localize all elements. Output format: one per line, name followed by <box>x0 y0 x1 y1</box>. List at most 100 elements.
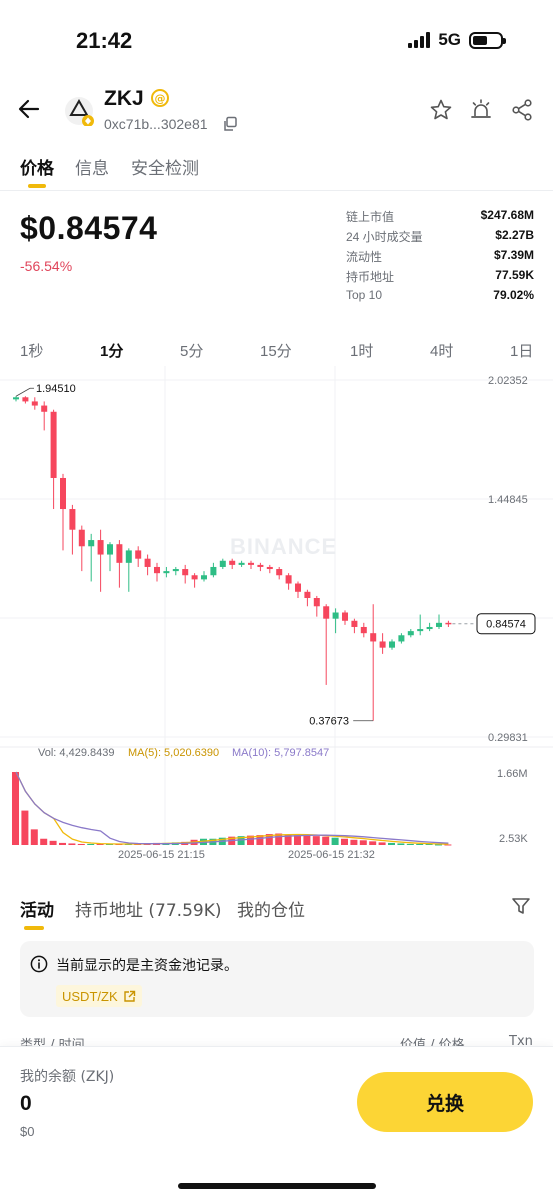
interval-1m[interactable]: 1分 <box>100 343 124 360</box>
verified-badge: @ <box>151 89 169 107</box>
candle-body <box>60 477 66 510</box>
volume-bar <box>331 837 339 845</box>
stat-label: Top 10 <box>346 288 383 302</box>
candle-body <box>445 622 452 625</box>
price-change: -56.54% <box>20 258 73 274</box>
volume-axis-min: 2.53K <box>499 833 528 845</box>
volume-bar <box>87 843 95 845</box>
notice-text: 当前显示的是主资金池记录。 <box>56 958 238 974</box>
candle-body <box>182 569 189 576</box>
candle-body <box>407 631 414 636</box>
interval-1h[interactable]: 1时 <box>350 343 374 360</box>
price-chart[interactable]: 2.023521.448450.873380.29831BINANCE1.945… <box>0 366 553 862</box>
volume-bar <box>322 836 330 845</box>
candle-body <box>285 575 292 584</box>
candle-body <box>436 622 442 627</box>
volume-bar <box>435 844 442 846</box>
ma10-line <box>15 771 449 845</box>
candle-body <box>154 566 160 574</box>
network-label: 5G <box>438 30 461 49</box>
balance-usd: $0 <box>20 1124 35 1139</box>
candle-body <box>135 550 142 559</box>
interval-15m[interactable]: 15分 <box>260 343 292 360</box>
candle-body <box>97 540 104 555</box>
candle-body <box>219 560 226 567</box>
candle-body <box>41 405 48 412</box>
stat-holders: 持币地址 77.59K <box>346 268 534 285</box>
candle-body <box>163 571 170 574</box>
candle-body <box>238 562 245 565</box>
low-marker-label: 0.37673 <box>309 716 349 728</box>
candle-body <box>172 569 179 572</box>
stat-liquidity: 流动性 $7.39M <box>346 248 534 265</box>
candle-body <box>107 544 113 555</box>
candle-body <box>22 397 29 402</box>
stat-value: $247.68M <box>480 208 534 222</box>
interval-1s[interactable]: 1秒 <box>20 343 44 360</box>
volume-bar <box>12 772 19 845</box>
candle-body <box>295 583 301 592</box>
signal-icon <box>408 32 431 48</box>
back-arrow-icon[interactable] <box>16 96 42 122</box>
volume-bar <box>397 843 405 845</box>
external-link-icon <box>123 990 135 1002</box>
tab-my-positions[interactable]: 我的仓位 <box>237 901 305 921</box>
volume-bar <box>49 840 57 845</box>
tab-price[interactable]: 价格 <box>20 159 54 179</box>
stat-label: 链上市值 <box>346 210 395 224</box>
filter-icon[interactable] <box>511 896 531 916</box>
volume-bar <box>96 843 104 845</box>
token-logo-icon <box>65 97 94 126</box>
home-indicator <box>178 1183 376 1189</box>
balance-label: 我的余额 (ZKJ) <box>20 1069 115 1085</box>
interval-1d[interactable]: 1日 <box>510 343 534 360</box>
balance-value: 0 <box>20 1092 32 1115</box>
tab-holders[interactable]: 持币地址 (77.59K) <box>75 901 222 921</box>
swap-button[interactable]: 兑换 <box>357 1072 533 1132</box>
copy-icon[interactable] <box>222 116 238 132</box>
ma10-legend: MA(10): 5,797.8547 <box>232 747 329 759</box>
volume-bar <box>388 842 395 845</box>
candle-body <box>191 575 198 580</box>
star-icon[interactable] <box>429 98 453 122</box>
volume-bar <box>68 843 76 845</box>
stat-top10: Top 10 79.02% <box>346 288 534 302</box>
candle-body <box>332 612 339 619</box>
candle-body <box>426 626 433 630</box>
contract-address: 0xc71b...302e81 <box>104 116 208 132</box>
tab-security[interactable]: 安全检测 <box>131 159 199 179</box>
volume-bar <box>247 835 254 845</box>
volume-bar <box>77 843 85 845</box>
current-price-tag <box>476 613 536 635</box>
candle-body <box>69 509 76 530</box>
volume-bar <box>294 835 301 845</box>
volume-bar <box>350 839 358 845</box>
tab-activity[interactable]: 活动 <box>20 901 54 921</box>
candle-body <box>31 401 38 406</box>
alert-icon[interactable] <box>469 98 493 122</box>
pool-pair-link[interactable]: USDT/ZK <box>56 985 142 1007</box>
interval-4h[interactable]: 4时 <box>430 343 454 360</box>
volume-legend: Vol: 4,429.8439 <box>38 747 114 759</box>
candle-body <box>13 397 19 400</box>
candle-body <box>116 544 123 563</box>
volume-bar <box>312 836 320 845</box>
ma5-legend: MA(5): 5,020.6390 <box>128 747 219 759</box>
candle-body <box>351 620 358 627</box>
volume-bar <box>303 835 311 845</box>
volume-bar <box>237 836 245 845</box>
candle-body <box>257 564 264 567</box>
stat-value: $7.39M <box>493 248 534 262</box>
tab-info[interactable]: 信息 <box>75 159 109 179</box>
share-icon[interactable] <box>510 98 534 122</box>
price-axis-label: 0.29831 <box>488 732 528 744</box>
high-marker-label: 1.94510 <box>36 383 76 395</box>
candle-body <box>313 598 320 607</box>
volume-bar <box>284 834 292 845</box>
volume-bar <box>30 829 38 845</box>
stat-value: 77.59K <box>495 268 534 282</box>
interval-5m[interactable]: 5分 <box>180 343 204 360</box>
candle-body <box>248 562 254 565</box>
current-price: $0.84574 <box>20 210 158 246</box>
volume-bar <box>256 835 264 845</box>
